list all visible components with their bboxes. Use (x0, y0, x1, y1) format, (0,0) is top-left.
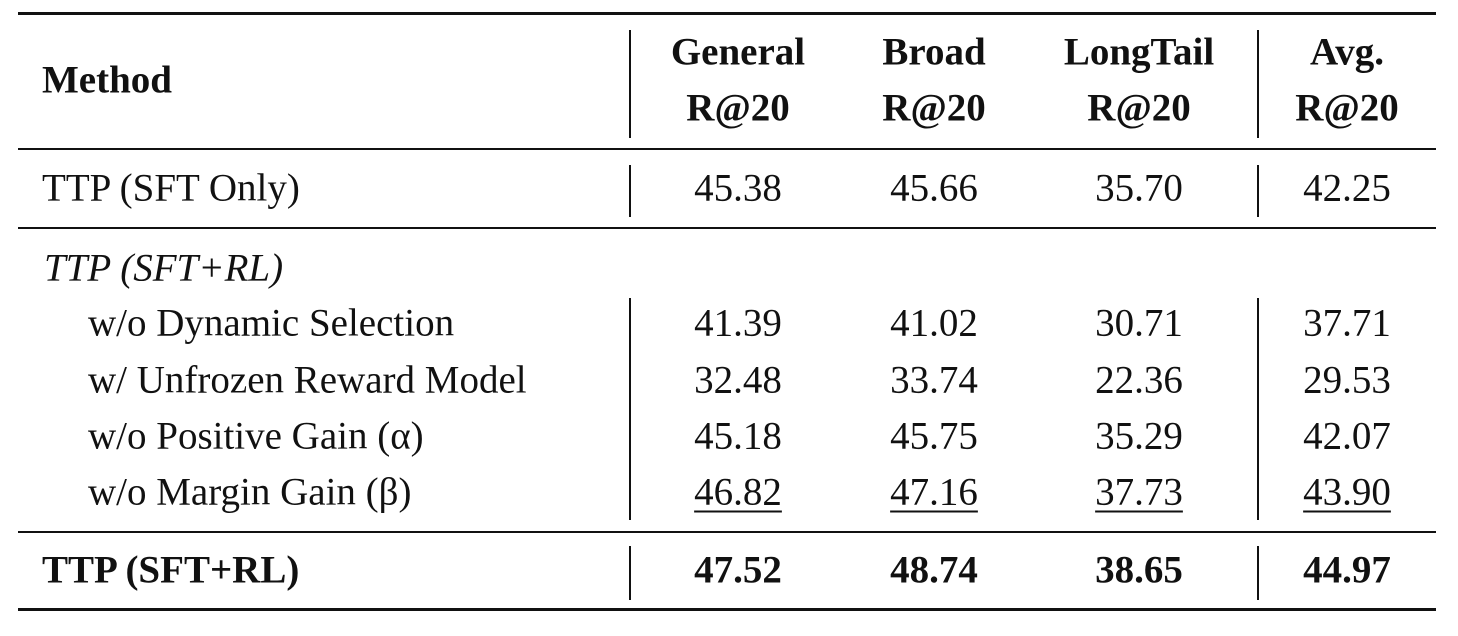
cell: 30.71 (1095, 301, 1183, 345)
cell: 37.71 (1303, 301, 1391, 345)
cell: 44.97 (1303, 548, 1391, 592)
cell: 37.73 (1095, 470, 1183, 514)
cell: 46.82 (694, 470, 782, 514)
header-cell: R@20 (1087, 86, 1191, 130)
cell: 45.66 (890, 166, 978, 210)
column-divider (1257, 298, 1259, 520)
row-label: w/ Unfrozen Reward Model (88, 358, 527, 402)
cell: 45.38 (694, 166, 782, 210)
row-label: TTP (SFT+RL) (42, 548, 300, 592)
cell: 32.48 (694, 358, 782, 402)
header-cell: R@20 (882, 86, 986, 130)
column-divider (1257, 30, 1259, 138)
row-label: TTP (SFT Only) (42, 166, 300, 210)
header-cell: LongTail (1063, 30, 1215, 74)
bottom-rule (18, 608, 1436, 611)
cell: 45.18 (694, 414, 782, 458)
header-rule (18, 148, 1436, 150)
column-divider (629, 30, 631, 138)
cell: 42.07 (1303, 414, 1391, 458)
cell: 38.65 (1095, 548, 1183, 592)
cell: 41.39 (694, 301, 782, 345)
header-cell: Avg. (1309, 30, 1385, 74)
cell: 22.36 (1095, 358, 1183, 402)
column-divider (629, 546, 631, 600)
cell: 29.53 (1303, 358, 1391, 402)
column-divider (629, 165, 631, 217)
cell: 42.25 (1303, 166, 1391, 210)
section-rule (18, 227, 1436, 229)
group-label: TTP (SFT+RL) (44, 246, 284, 290)
column-divider (629, 298, 631, 520)
cell: 47.52 (694, 548, 782, 592)
section-rule (18, 531, 1436, 533)
column-divider (1257, 546, 1259, 600)
header-cell: R@20 (1295, 86, 1399, 130)
row-label: w/o Dynamic Selection (88, 301, 455, 345)
header-cell: R@20 (686, 86, 790, 130)
row-label: w/o Margin Gain (β) (88, 470, 412, 514)
header-cell: Method (42, 58, 172, 102)
header-cell: Broad (882, 30, 986, 74)
top-rule (18, 12, 1436, 15)
row-label: w/o Positive Gain (α) (88, 414, 424, 458)
cell: 33.74 (890, 358, 978, 402)
cell: 45.75 (890, 414, 978, 458)
cell: 35.70 (1095, 166, 1183, 210)
cell: 43.90 (1303, 470, 1391, 514)
cell: 48.74 (890, 548, 978, 592)
cell: 47.16 (890, 470, 978, 514)
cell: 35.29 (1095, 414, 1183, 458)
header-cell: General (670, 30, 806, 74)
cell: 41.02 (890, 301, 978, 345)
column-divider (1257, 165, 1259, 217)
